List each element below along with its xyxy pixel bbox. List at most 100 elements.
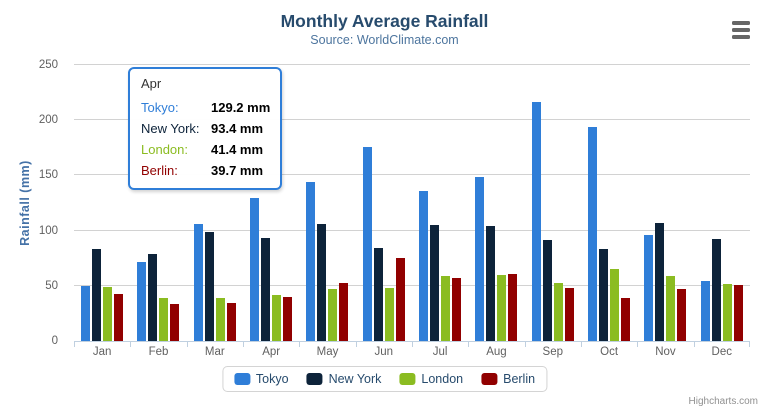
bar-tokyo-feb[interactable] — [137, 262, 147, 341]
bar-london-feb[interactable] — [159, 298, 169, 341]
x-axis-label-nov: Nov — [655, 346, 676, 358]
legend-item-tokyo[interactable]: Tokyo — [233, 372, 289, 386]
bar-new-york-jun[interactable] — [373, 247, 383, 341]
bar-new-york-nov[interactable] — [655, 223, 665, 341]
x-axis-label-dec: Dec — [711, 346, 732, 358]
x-axis-label-jan: Jan — [92, 346, 112, 358]
x-axis-label-jun: Jun — [374, 346, 394, 358]
bar-berlin-sep[interactable] — [564, 288, 574, 341]
bar-tokyo-dec[interactable] — [700, 280, 710, 341]
legend-swatch-tokyo — [233, 373, 250, 385]
bar-berlin-may[interactable] — [339, 282, 349, 341]
y-axis-labels: 0 50 100 150 200 250 — [0, 59, 66, 347]
legend-item-new-york[interactable]: New York — [306, 372, 381, 386]
bar-tokyo-aug[interactable] — [475, 177, 485, 341]
tooltip-header: Apr — [141, 76, 162, 91]
bar-new-york-feb[interactable] — [148, 254, 158, 341]
bar-berlin-aug[interactable] — [508, 274, 518, 341]
bar-tokyo-sep[interactable] — [531, 102, 541, 341]
tooltip-value-tokyo: 129.2 mm — [211, 100, 271, 115]
bar-new-york-sep[interactable] — [542, 240, 552, 341]
x-axis-label-feb: Feb — [148, 346, 169, 358]
y-axis-label-250: 250 — [38, 59, 58, 71]
bar-berlin-jan[interactable] — [114, 294, 124, 341]
bar-berlin-feb[interactable] — [170, 304, 180, 341]
x-axis-label-apr: Apr — [262, 346, 281, 358]
bar-tokyo-mar[interactable] — [193, 223, 203, 341]
x-axis-label-mar: Mar — [204, 346, 225, 358]
tooltip-rows: Tokyo: 129.2 mm New York: 93.4 mm London: 41.… — [141, 97, 271, 181]
x-axis-tick — [749, 342, 750, 347]
bar-new-york-jul[interactable] — [430, 225, 440, 341]
legend-swatch-berlin — [481, 373, 498, 385]
category-jan — [74, 65, 130, 341]
bar-berlin-jul[interactable] — [452, 277, 462, 341]
bar-new-york-jan[interactable] — [92, 248, 102, 341]
tooltip-label-tokyo: Tokyo: — [141, 100, 179, 115]
bar-london-apr[interactable] — [272, 295, 282, 341]
bar-new-york-mar[interactable] — [204, 232, 214, 341]
bar-tokyo-may[interactable] — [306, 182, 316, 341]
x-axis-tick — [581, 342, 582, 347]
bar-london-oct[interactable] — [610, 269, 620, 341]
bar-new-york-dec[interactable] — [711, 239, 721, 341]
legend: Tokyo New York London Berlin — [221, 366, 548, 392]
bar-new-york-oct[interactable] — [599, 248, 609, 341]
category-jun — [356, 65, 412, 341]
bar-london-sep[interactable] — [553, 283, 563, 341]
bar-london-mar[interactable] — [215, 297, 225, 341]
bar-new-york-apr[interactable] — [261, 237, 271, 341]
bar-london-aug[interactable] — [497, 275, 507, 341]
tooltip-value-london: 41.4 mm — [211, 142, 264, 157]
bar-berlin-mar[interactable] — [226, 302, 236, 341]
tooltip: Apr Tokyo: 129.2 mm New York: 93.4 mm London… — [128, 67, 282, 190]
bar-berlin-oct[interactable] — [621, 297, 631, 341]
x-axis-tick — [130, 342, 132, 347]
category-nov — [637, 65, 693, 341]
tooltip-value-berlin: 39.7 mm — [211, 163, 264, 178]
tooltip-label-berlin: Berlin: — [141, 163, 178, 178]
bar-london-jul[interactable] — [441, 275, 451, 341]
bar-berlin-nov[interactable] — [677, 289, 687, 341]
bar-tokyo-jan[interactable] — [81, 285, 91, 341]
bar-new-york-aug[interactable] — [486, 225, 496, 341]
x-axis-tick — [468, 342, 470, 347]
bar-london-may[interactable] — [328, 289, 338, 341]
x-axis-tick — [74, 342, 75, 347]
bar-berlin-dec[interactable] — [733, 284, 743, 341]
bar-tokyo-apr[interactable] — [250, 198, 260, 341]
hamburger-icon — [732, 35, 750, 39]
y-axis-label-150: 150 — [38, 169, 58, 182]
legend-item-berlin[interactable]: Berlin — [481, 372, 535, 386]
bars-row — [74, 65, 750, 341]
x-axis-label-may: May — [316, 346, 339, 358]
bar-tokyo-jun[interactable] — [362, 146, 372, 341]
bar-london-dec[interactable] — [722, 284, 732, 341]
bar-new-york-may[interactable] — [317, 223, 327, 341]
bar-tokyo-oct[interactable] — [588, 126, 598, 341]
bar-berlin-jun[interactable] — [395, 257, 405, 341]
credits-link[interactable]: Highcharts.com — [688, 396, 758, 407]
legend-label-berlin: Berlin — [503, 372, 536, 386]
gridline-150 — [74, 174, 750, 176]
x-axis-label-jul: Jul — [432, 346, 448, 358]
hamburger-icon — [732, 21, 750, 25]
bar-berlin-apr[interactable] — [283, 297, 293, 341]
tooltip-label-new-york: New York: — [141, 121, 200, 136]
bar-tokyo-jul[interactable] — [419, 191, 429, 341]
category-may — [299, 65, 355, 341]
bar-tokyo-nov[interactable] — [644, 235, 654, 341]
x-axis-tick — [637, 342, 639, 347]
tooltip-value-new-york: 93.4 mm — [211, 121, 264, 136]
plot-area — [74, 64, 750, 347]
context-menu-button[interactable] — [728, 20, 754, 40]
bar-london-jan[interactable] — [103, 287, 113, 341]
gridline-100 — [74, 229, 750, 231]
y-axis-label-0: 0 — [51, 335, 58, 347]
x-axis-tick — [412, 342, 413, 347]
bar-london-nov[interactable] — [666, 275, 676, 341]
gridline-200 — [74, 119, 750, 121]
bar-london-jun[interactable] — [384, 287, 394, 341]
legend-item-london[interactable]: London — [399, 372, 463, 386]
